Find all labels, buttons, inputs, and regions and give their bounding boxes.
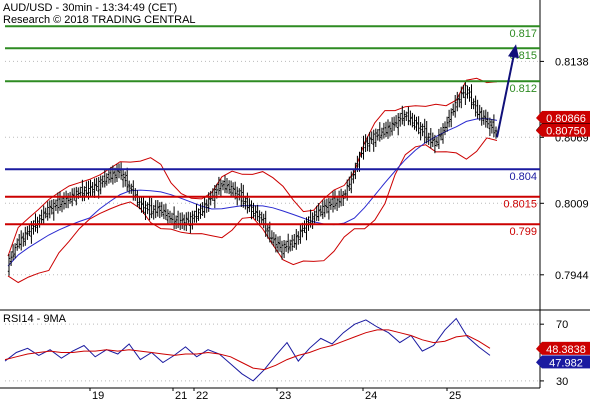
x-tick-label: 19 xyxy=(92,390,104,400)
rsi-value-tag-box xyxy=(542,341,590,355)
rsi-value-tag-label: 48.3838 xyxy=(546,344,586,356)
forecast-arrowhead xyxy=(508,44,519,59)
price-tag-label: 0.80750 xyxy=(546,126,586,138)
price-tag-box xyxy=(542,123,590,137)
rsi-value-tag-box xyxy=(542,355,590,369)
bollinger-lower-band xyxy=(7,137,498,284)
level-label-resistance: 0.812 xyxy=(509,83,537,95)
y-tick-label: 0.8009 xyxy=(555,198,589,210)
x-tick-label: 21 xyxy=(175,390,187,400)
x-tick-label: 25 xyxy=(449,390,461,400)
price-tag-box xyxy=(542,110,590,124)
rsi-y-tick-label: 30 xyxy=(556,376,568,388)
price-tag-pointer xyxy=(536,110,542,124)
level-label-pivot: 0.804 xyxy=(509,171,537,183)
rsi-y-tick-label: 70 xyxy=(556,319,568,331)
level-label-support: 0.799 xyxy=(509,226,537,238)
rsi-value-tag-label: 47.982 xyxy=(549,357,583,369)
moving-average-line xyxy=(7,118,498,267)
price-tag-pointer xyxy=(536,123,542,137)
level-label-resistance: 0.817 xyxy=(509,28,537,40)
price-tag-label: 0.80866 xyxy=(546,113,586,125)
rsi-value-tag-pointer xyxy=(536,341,542,355)
y-tick-label: 0.8138 xyxy=(555,56,589,68)
rsi-line xyxy=(4,317,491,382)
rsi-ma-line xyxy=(4,329,491,371)
rsi-title: RSI14 - 9MA xyxy=(3,313,67,325)
y-tick-label: 0.7944 xyxy=(555,270,589,282)
chart-subtitle: Research © 2018 TRADING CENTRAL xyxy=(3,14,196,26)
x-tick-label: 23 xyxy=(279,390,291,400)
level-label-support: 0.8015 xyxy=(503,199,537,211)
forecast-arrow-shaft xyxy=(496,53,515,138)
bollinger-upper-band xyxy=(7,77,498,257)
x-tick-label: 22 xyxy=(196,390,208,400)
rsi-value-tag-pointer xyxy=(536,355,542,369)
chart-title: AUD/USD - 30min - 13:34:49 (CET) xyxy=(3,2,178,14)
x-tick-label: 24 xyxy=(365,390,377,400)
